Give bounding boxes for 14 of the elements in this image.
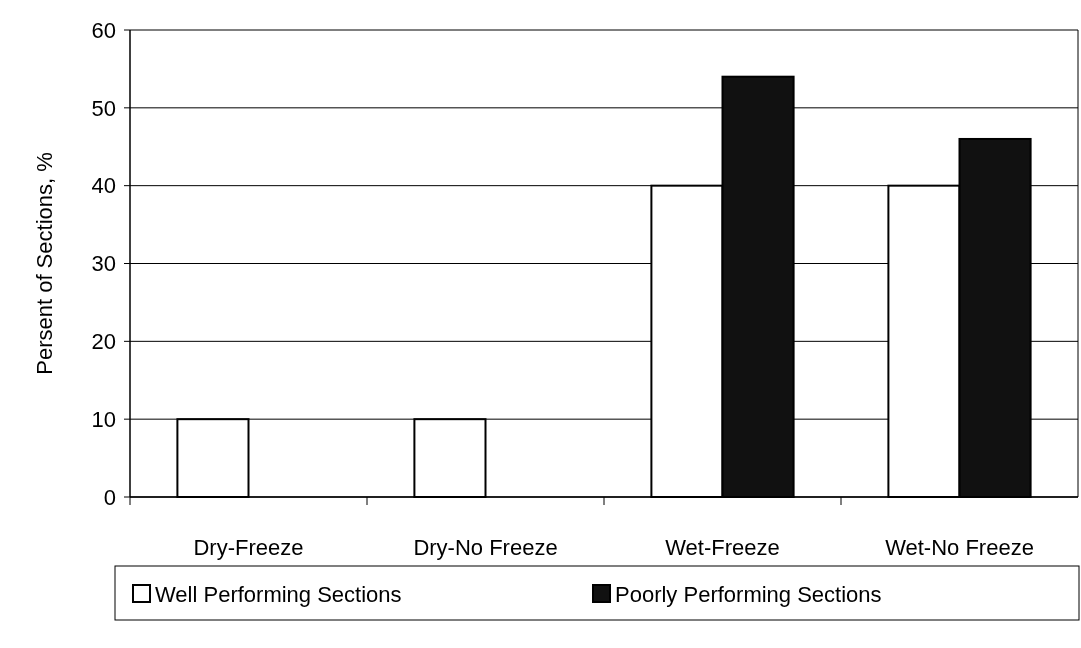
y-tick-label: 0 [103,484,116,510]
legend-label: Well Performing Sections [155,581,402,607]
y-tick-label: 50 [91,95,116,121]
x-tick-label: Wet-Freeze [665,535,780,560]
y-tick-label: 20 [91,329,116,355]
y-tick-label: 40 [91,173,116,199]
y-axis-title: Persent of Sections, % [32,152,57,375]
legend-label: Poorly Performing Sections [615,581,882,607]
y-tick-label: 30 [91,251,116,277]
y-tick-label: 10 [91,406,116,432]
y-tick-label: 60 [91,17,116,43]
x-tick-label: Dry-Freeze [193,535,304,560]
x-tick-label: Dry-No Freeze [413,535,558,560]
x-tick-label: Wet-No Freeze [885,535,1034,560]
